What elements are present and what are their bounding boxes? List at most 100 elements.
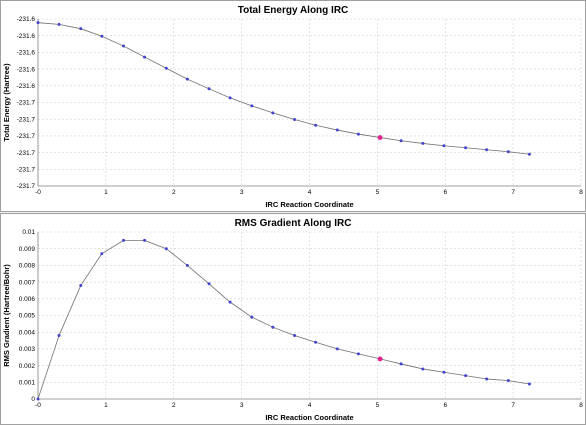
data-point [100,34,104,38]
x-tick-label: 7 [511,189,515,196]
data-point [464,146,468,150]
y-tick-label: -231.6 [17,66,36,73]
y-axis-label: RMS Gradient (Hartree/Bohr) [2,264,11,367]
data-point [356,132,360,136]
data-point [100,252,104,256]
y-tick-label: 0.001 [19,380,36,387]
y-tick-label: -231.7 [17,100,36,107]
y-tick-label: 0.008 [19,263,36,270]
x-tick-label: 3 [240,402,244,409]
y-tick-label: -231.7 [17,167,36,174]
series-line [37,22,530,155]
data-point [335,347,339,351]
data-point [506,150,510,154]
y-tick-label: 0.005 [19,313,36,320]
data-point [293,118,297,122]
data-point [527,382,531,386]
x-tick-label: -0 [35,402,41,409]
data-point [207,282,211,286]
data-point [228,300,232,304]
y-tick-label: 0.009 [19,246,36,253]
data-point [335,128,339,132]
gradient-chart: RMS Gradient Along IRC -0 1 2 3 4 5 6 7 8 0 0.001 0.… [2,218,583,422]
data-point [442,144,446,148]
data-point [421,141,425,145]
energy-chart-panel: Total Energy Along IRC -0 1 2 3 4 5 6 7 8 -231.7 -2… [0,0,586,212]
y-tick-label: 0.006 [19,296,36,303]
y-tick-label: 0.003 [19,346,36,353]
chart-title: Total Energy Along IRC [238,5,349,16]
data-point [185,77,189,81]
data-point [57,22,61,26]
data-point [36,397,40,401]
data-point [122,44,126,48]
data-point [207,87,211,91]
data-point [143,55,147,59]
x-tick-label: 8 [579,402,583,409]
y-tick-label: 0.004 [19,329,36,336]
x-tick-label: 2 [172,402,176,409]
data-point [314,123,318,127]
data-point [527,152,531,156]
x-tick-label: -0 [35,189,41,196]
data-point [293,334,297,338]
x-tick-label: 7 [511,402,515,409]
x-tick-label: 6 [443,402,447,409]
data-point [185,263,189,267]
y-tick-label: 0.002 [19,363,36,370]
data-point [421,367,425,371]
data-point-current [377,356,383,362]
y-tick-label: -231.7 [17,116,36,123]
x-tick-label: 6 [443,189,447,196]
x-tick-label: 8 [579,189,583,196]
data-point-current [377,135,383,140]
data-point [143,238,147,242]
data-point [464,374,468,378]
data-point [485,148,489,152]
x-tick-label: 5 [376,402,380,409]
data-point [79,283,83,287]
data-point [36,21,40,25]
data-point [442,370,446,374]
data-point [399,139,403,143]
chart-title: RMS Gradient Along IRC [235,218,352,229]
data-point [271,325,275,329]
energy-chart: Total Energy Along IRC -0 1 2 3 4 5 6 7 8 -231.7 -2… [2,5,583,209]
data-point [399,362,403,366]
y-tick-label: 0 [31,396,35,403]
x-axis-label: IRC Reaction Coordinate [265,413,353,422]
x-tick-label: 1 [104,189,108,196]
y-tick-label: -231.7 [17,133,36,140]
x-tick-label: 3 [240,189,244,196]
x-tick-label: 2 [172,189,176,196]
y-tick-label: -231.7 [17,183,36,190]
data-point [250,315,254,319]
data-point [314,340,318,344]
data-point [122,238,126,242]
data-point [57,334,61,338]
x-tick-label: 4 [308,189,312,196]
x-tick-label: 4 [308,402,312,409]
data-point [79,27,83,31]
data-point [250,104,254,108]
y-tick-label: -231.6 [17,33,36,40]
y-tick-label: -231.6 [17,50,36,57]
data-point [485,377,489,381]
data-point [164,247,168,251]
data-point [164,66,168,70]
y-tick-label: 0.007 [19,279,36,286]
gradient-chart-panel: RMS Gradient Along IRC -0 1 2 3 4 5 6 7 8 0 0.001 0.… [0,213,586,425]
y-tick-label: -231.7 [17,150,36,157]
y-axis-label: Total Energy (Hartree) [2,63,11,142]
data-point [506,379,510,383]
data-point [356,352,360,356]
y-tick-label: 0.01 [22,229,35,236]
y-tick-label: -231.6 [17,83,36,90]
x-axis-label: IRC Reaction Coordinate [265,200,353,209]
series-line [37,239,530,400]
data-point [271,111,275,115]
y-tick-label: -231.6 [17,16,36,23]
x-tick-label: 1 [104,402,108,409]
x-tick-label: 5 [376,189,380,196]
data-point [228,96,232,100]
